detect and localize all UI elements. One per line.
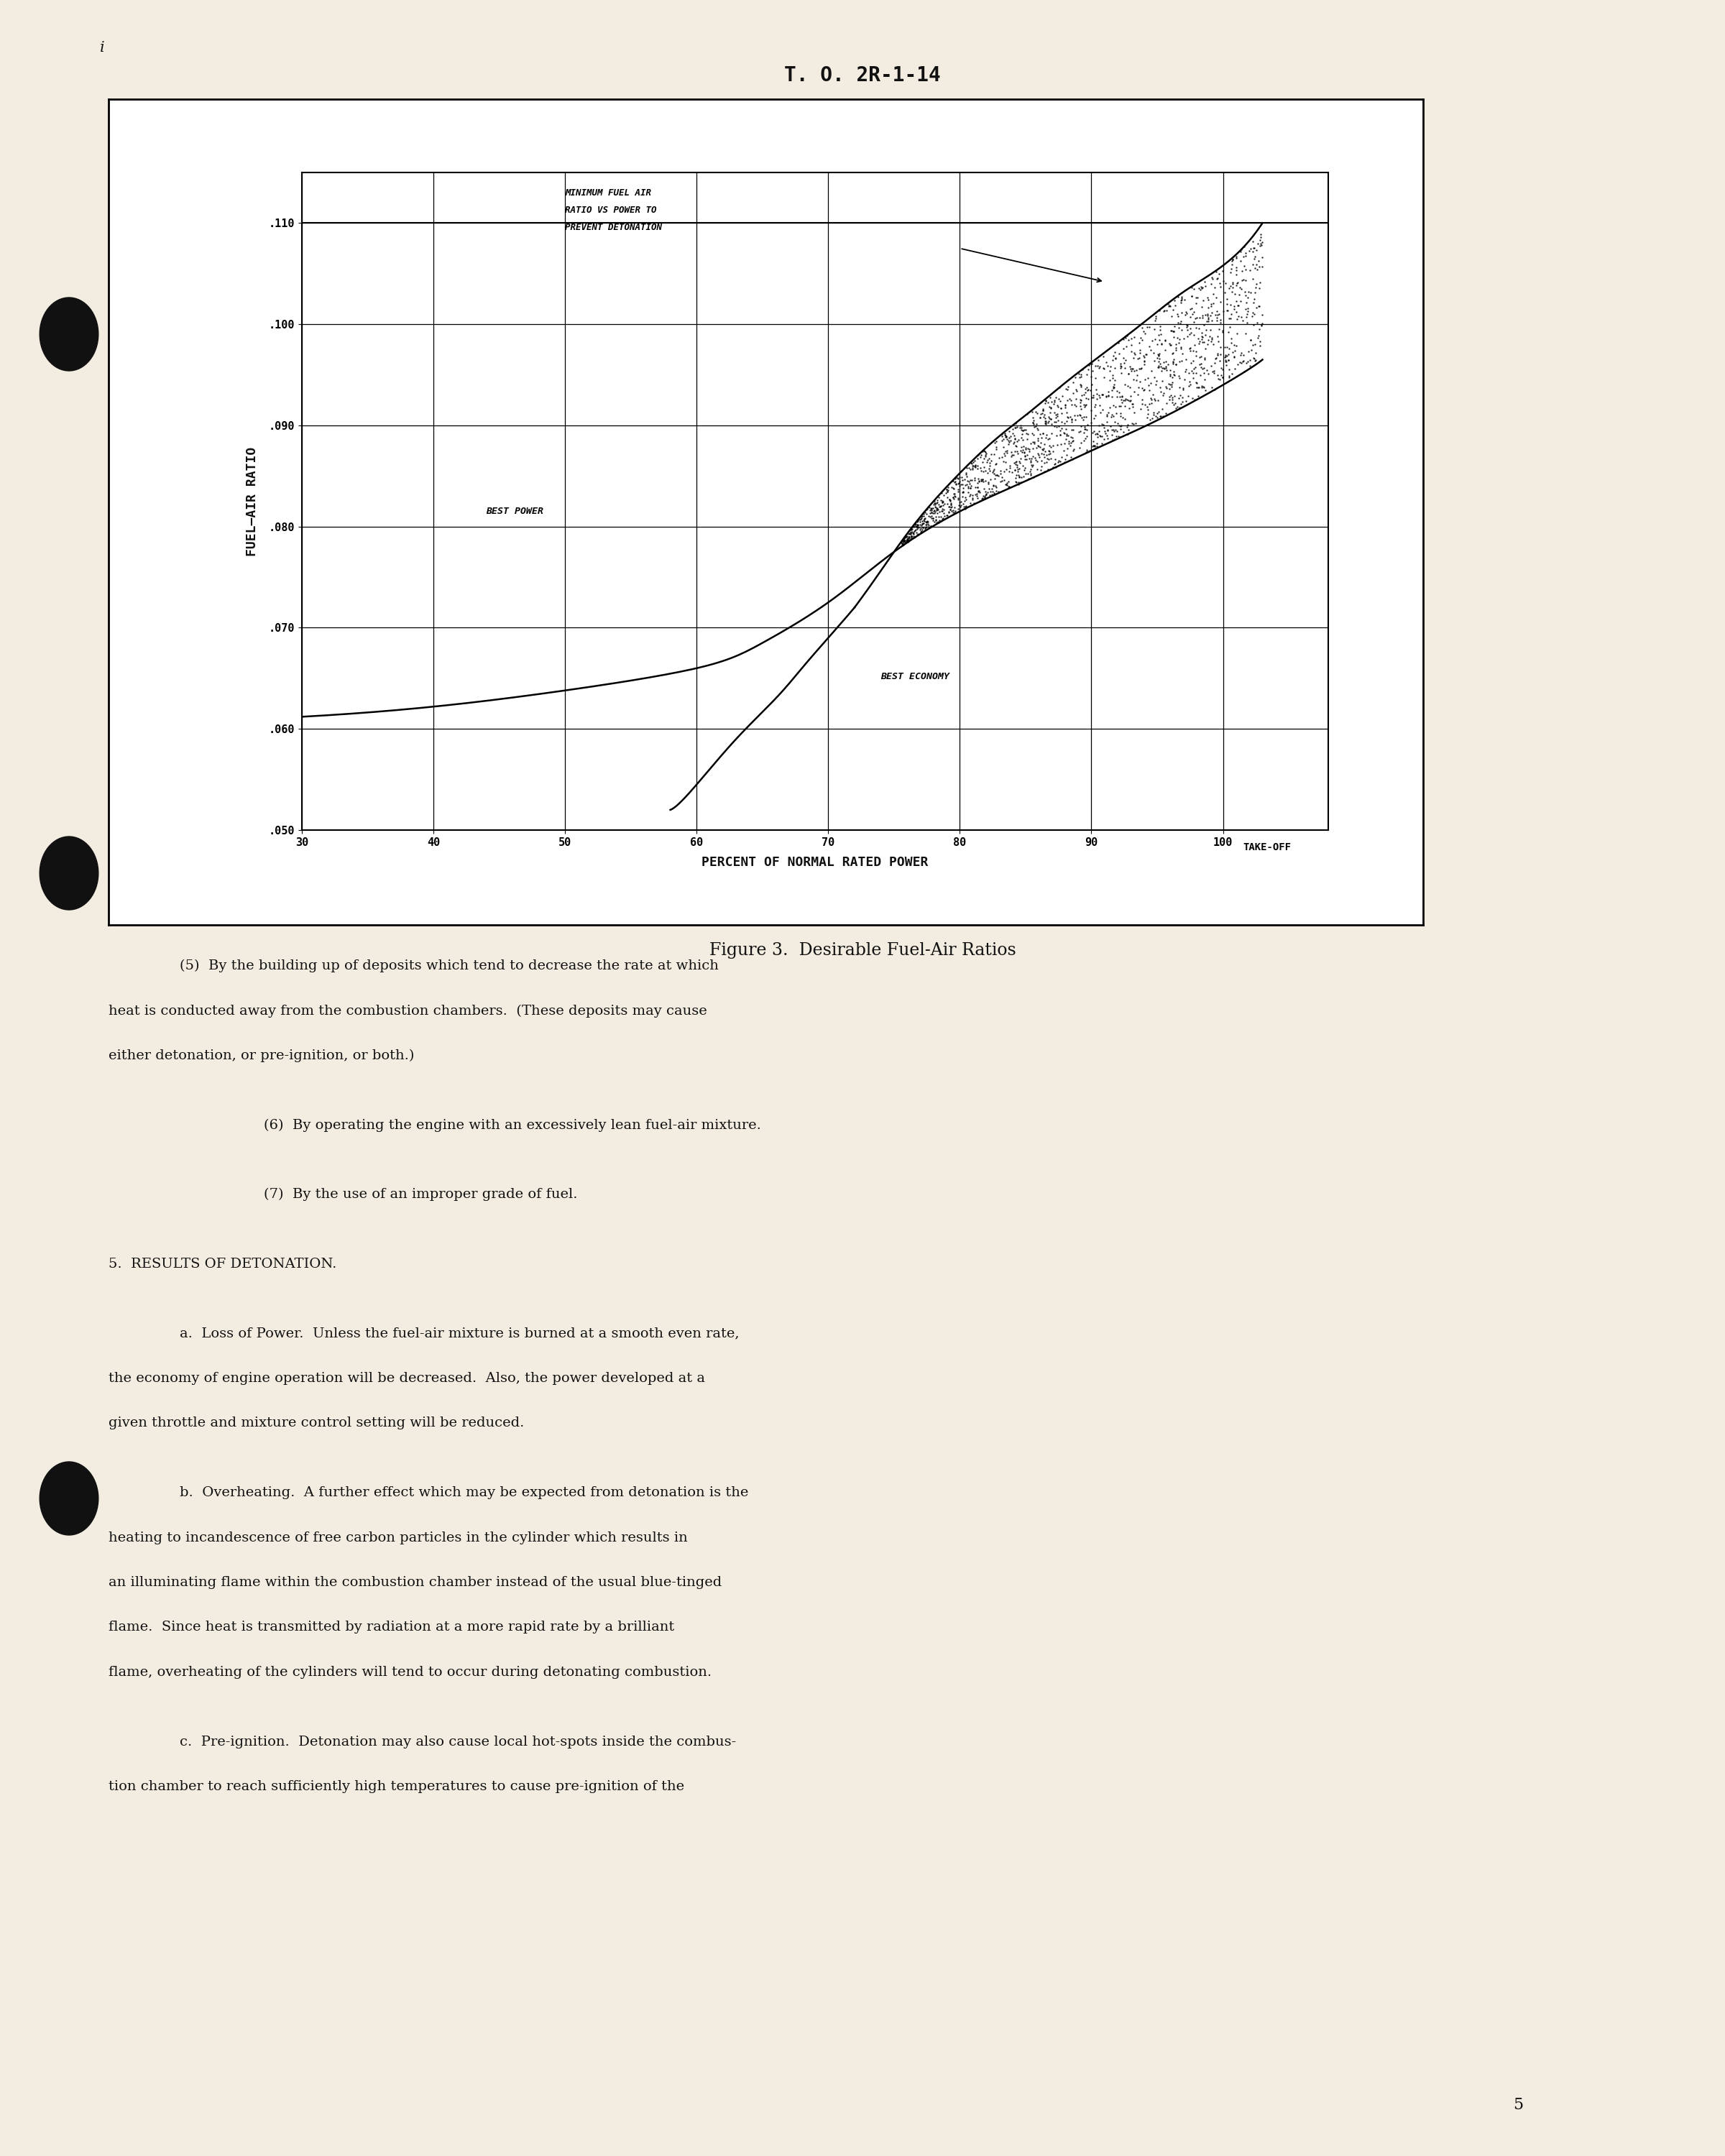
Text: PREVENT DETONATION: PREVENT DETONATION bbox=[566, 222, 662, 233]
Text: (5)  By the building up of deposits which tend to decrease the rate at which: (5) By the building up of deposits which… bbox=[179, 959, 718, 972]
Y-axis label: FUEL–AIR RATIO: FUEL–AIR RATIO bbox=[245, 446, 259, 556]
Text: 5.  RESULTS OF DETONATION.: 5. RESULTS OF DETONATION. bbox=[109, 1257, 336, 1270]
Text: an illuminating flame within the combustion chamber instead of the usual blue-ti: an illuminating flame within the combust… bbox=[109, 1576, 723, 1589]
Text: given throttle and mixture control setting will be reduced.: given throttle and mixture control setti… bbox=[109, 1416, 524, 1429]
Text: flame, overheating of the cylinders will tend to occur during detonating combust: flame, overheating of the cylinders will… bbox=[109, 1667, 712, 1680]
Text: i: i bbox=[100, 41, 105, 54]
Text: MINIMUM FUEL AIR: MINIMUM FUEL AIR bbox=[566, 188, 652, 198]
Text: either detonation, or pre-ignition, or both.): either detonation, or pre-ignition, or b… bbox=[109, 1050, 414, 1063]
Text: (6)  By operating the engine with an excessively lean fuel-air mixture.: (6) By operating the engine with an exce… bbox=[264, 1119, 761, 1132]
Text: (7)  By the use of an improper grade of fuel.: (7) By the use of an improper grade of f… bbox=[264, 1188, 578, 1201]
Text: c.  Pre-ignition.  Detonation may also cause local hot-spots inside the combus-: c. Pre-ignition. Detonation may also cau… bbox=[179, 1736, 737, 1749]
Text: the economy of engine operation will be decreased.  Also, the power developed at: the economy of engine operation will be … bbox=[109, 1371, 706, 1384]
Text: RATIO VS POWER TO: RATIO VS POWER TO bbox=[566, 205, 657, 216]
Text: heating to incandescence of free carbon particles in the cylinder which results : heating to incandescence of free carbon … bbox=[109, 1531, 688, 1544]
Text: a.  Loss of Power.  Unless the fuel-air mixture is burned at a smooth even rate,: a. Loss of Power. Unless the fuel-air mi… bbox=[179, 1328, 738, 1341]
Text: b.  Overheating.  A further effect which may be expected from detonation is the: b. Overheating. A further effect which m… bbox=[179, 1485, 749, 1498]
Text: 5: 5 bbox=[1513, 2098, 1523, 2113]
X-axis label: PERCENT OF NORMAL RATED POWER: PERCENT OF NORMAL RATED POWER bbox=[702, 856, 928, 869]
Text: TAKE-OFF: TAKE-OFF bbox=[1242, 843, 1290, 852]
Text: BEST ECONOMY: BEST ECONOMY bbox=[881, 673, 950, 681]
Text: flame.  Since heat is transmitted by radiation at a more rapid rate by a brillia: flame. Since heat is transmitted by radi… bbox=[109, 1621, 674, 1634]
Text: tion chamber to reach sufficiently high temperatures to cause pre-ignition of th: tion chamber to reach sufficiently high … bbox=[109, 1781, 685, 1794]
Text: BEST POWER: BEST POWER bbox=[486, 507, 543, 515]
Text: heat is conducted away from the combustion chambers.  (These deposits may cause: heat is conducted away from the combusti… bbox=[109, 1005, 707, 1018]
Text: T. O. 2R-1-14: T. O. 2R-1-14 bbox=[785, 65, 940, 86]
Text: Figure 3.  Desirable Fuel-Air Ratios: Figure 3. Desirable Fuel-Air Ratios bbox=[709, 942, 1016, 959]
